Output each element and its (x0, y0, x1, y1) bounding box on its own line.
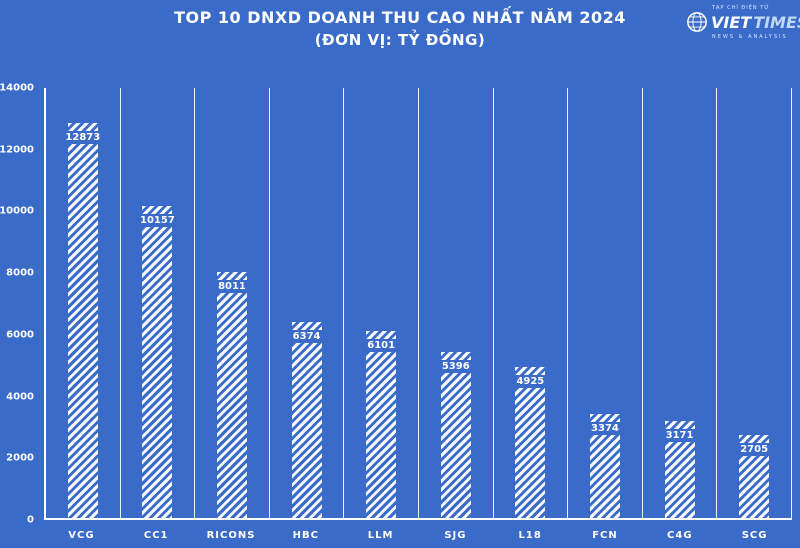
logo-row: VIET TIMES (686, 11, 800, 33)
chart-column: 5396 (419, 88, 494, 518)
bar-scg: 2705 (738, 434, 771, 518)
x-tick-label: VCG (68, 529, 95, 541)
x-tick-label: CC1 (143, 529, 169, 541)
bar-value-label: 3171 (663, 428, 696, 442)
y-tick-label: 4000 (6, 391, 34, 403)
y-tick-label: 0 (27, 514, 34, 526)
x-tick-label: RICONS (206, 529, 256, 541)
chart-column: 3374 (568, 88, 643, 518)
chart-subtitle: (ĐƠN VỊ: TỶ ĐỒNG) (314, 31, 486, 49)
x-tick-label: HBC (292, 529, 319, 541)
bar-value-label: 8011 (216, 279, 248, 293)
y-tick-label: 6000 (6, 329, 34, 341)
bar-vcg: 12873 (63, 122, 103, 518)
y-tick-label: 14000 (0, 82, 34, 94)
bar-ricons: 8011 (216, 271, 248, 518)
bar-value-label: 2705 (738, 442, 771, 456)
x-tick-label: SCG (741, 529, 768, 541)
bar-value-label: 6374 (290, 330, 323, 344)
x-tick-label: SJG (444, 529, 467, 541)
chart-column: 10157 (121, 88, 196, 518)
plot-area: 12873 10157 8011 6374 6101 5396 4925 3374 3171 27… (44, 88, 792, 520)
bar-sjg: 5396 (439, 352, 472, 518)
chart-title: TOP 10 DNXD DOANH THU CAO NHẤT NĂM 2024 (174, 8, 626, 27)
bar-value-label: 10157 (137, 214, 177, 228)
logo-top-text: TẠP CHÍ ĐIỆN TỬ (712, 5, 770, 11)
bar-llm: 6101 (365, 330, 398, 518)
x-axis-labels: VCG CC1 RICONS HBC LLM SJG L18 FCN C4G SCG (44, 522, 792, 548)
x-tick-label: FCN (592, 529, 618, 541)
bar-value-label: 5396 (439, 360, 472, 374)
logo-tagline: NEWS & ANALYSIS (712, 34, 788, 40)
chart-column: 2705 (717, 88, 792, 518)
x-tick-label: L18 (518, 529, 542, 541)
chart-column: 6374 (270, 88, 345, 518)
chart-column: 4925 (494, 88, 569, 518)
bar-value-label: 12873 (63, 130, 103, 144)
bar-l18: 4925 (514, 366, 547, 518)
y-tick-label: 10000 (0, 205, 34, 217)
bar-value-label: 4925 (514, 374, 547, 388)
chart-column: 12873 (46, 88, 121, 518)
y-tick-label: 12000 (0, 144, 34, 156)
y-axis-labels: 0 2000 4000 6000 8000 10000 12000 14000 (0, 83, 40, 526)
bar-cc1: 10157 (137, 206, 177, 518)
bar-hbc: 6374 (290, 322, 323, 518)
chart-header: TOP 10 DNXD DOANH THU CAO NHẤT NĂM 2024 … (0, 8, 800, 49)
y-tick-label: 8000 (6, 267, 34, 279)
globe-icon (687, 12, 707, 32)
chart-column: 3171 (643, 88, 718, 518)
viettimes-logo: TẠP CHÍ ĐIỆN TỬ VIET TIMES NEWS & ANALYS… (686, 5, 800, 40)
bar-fcn: 3374 (589, 414, 621, 518)
x-tick-label: C4G (667, 529, 693, 541)
bar-value-label: 6101 (365, 338, 398, 352)
bar-c4g: 3171 (663, 420, 696, 518)
chart-column: 6101 (344, 88, 419, 518)
logo-times: TIMES (753, 12, 800, 32)
y-tick-label: 2000 (6, 452, 34, 464)
logo-viet: VIET (711, 12, 752, 32)
x-tick-label: LLM (367, 529, 394, 541)
chart-column: 8011 (195, 88, 270, 518)
bar-value-label: 3374 (589, 422, 621, 436)
